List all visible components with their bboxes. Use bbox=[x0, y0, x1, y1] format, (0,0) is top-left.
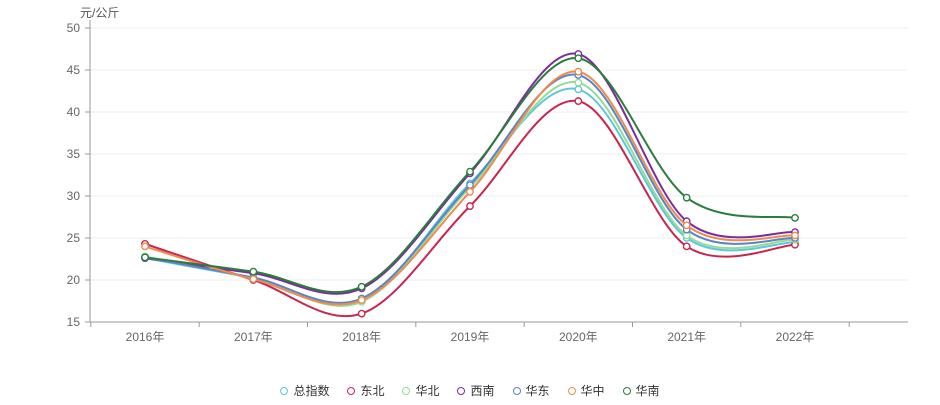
legend-item-5[interactable]: 华中 bbox=[567, 382, 605, 399]
x-tick-label: 2016年 bbox=[126, 330, 165, 344]
data-point[interactable] bbox=[574, 85, 583, 94]
legend-label: 华中 bbox=[580, 384, 605, 398]
legend-label: 华东 bbox=[525, 384, 550, 398]
legend-marker-icon bbox=[402, 386, 411, 395]
data-point[interactable] bbox=[574, 97, 583, 105]
legend-item-0[interactable]: 总指数 bbox=[280, 382, 329, 399]
legend-label: 东北 bbox=[360, 384, 385, 398]
legend-item-6[interactable]: 华南 bbox=[622, 382, 660, 399]
y-tick-label: 50 bbox=[67, 21, 81, 35]
data-point[interactable] bbox=[141, 242, 149, 251]
data-point[interactable] bbox=[466, 167, 474, 176]
data-point[interactable] bbox=[574, 67, 583, 76]
legend-marker-icon bbox=[622, 386, 631, 395]
data-point[interactable] bbox=[466, 181, 474, 189]
data-point[interactable] bbox=[682, 242, 691, 251]
data-point[interactable] bbox=[141, 253, 149, 262]
data-point[interactable] bbox=[791, 213, 799, 222]
y-tick-label: 15 bbox=[67, 315, 81, 329]
y-tick-label: 45 bbox=[67, 63, 81, 77]
legend-label: 华北 bbox=[415, 384, 440, 398]
legend-item-2[interactable]: 华北 bbox=[402, 382, 439, 399]
y-tick-label: 20 bbox=[67, 273, 81, 287]
chart-canvas: 15 20 25 30 35 40 45 50 2016年 2017年 2018年 2019年 2020… bbox=[67, 20, 908, 344]
legend-item-1[interactable]: 东北 bbox=[347, 382, 384, 399]
data-point[interactable] bbox=[357, 296, 366, 305]
legend-label: 西南 bbox=[470, 384, 495, 398]
series-line-5 bbox=[144, 70, 796, 306]
y-tick-label: 25 bbox=[67, 231, 81, 245]
data-point[interactable] bbox=[682, 221, 691, 230]
legend-marker-icon bbox=[457, 386, 466, 395]
y-tick-label: 40 bbox=[67, 105, 81, 119]
legend-marker-icon bbox=[280, 386, 289, 395]
x-tick-label: 2018年 bbox=[342, 330, 381, 344]
legend-marker-icon bbox=[567, 386, 576, 395]
data-point[interactable] bbox=[249, 275, 258, 284]
legend-label: 华南 bbox=[635, 384, 660, 398]
data-point[interactable] bbox=[574, 78, 583, 87]
legend-marker-icon bbox=[347, 386, 356, 395]
data-point[interactable] bbox=[574, 54, 583, 63]
legend-item-4[interactable]: 华东 bbox=[512, 382, 550, 399]
data-point[interactable] bbox=[466, 202, 474, 210]
data-point[interactable] bbox=[249, 267, 258, 276]
y-axis-unit-label: 元/公斤 bbox=[80, 6, 120, 20]
x-tick-label: 2017年 bbox=[234, 330, 273, 344]
data-point[interactable] bbox=[357, 309, 366, 318]
series-line-6 bbox=[144, 57, 796, 294]
data-point[interactable] bbox=[357, 282, 366, 291]
legend-label: 总指数 bbox=[293, 384, 330, 398]
legend-marker-icon bbox=[512, 386, 521, 395]
y-tick-label: 30 bbox=[67, 189, 81, 203]
x-tick-label: 2022年 bbox=[776, 330, 815, 344]
data-point[interactable] bbox=[791, 231, 799, 240]
y-tick-label: 35 bbox=[67, 147, 81, 161]
data-point[interactable] bbox=[466, 187, 474, 196]
legend-item-3[interactable]: 西南 bbox=[457, 382, 495, 399]
x-tick-label: 2020年 bbox=[559, 330, 598, 344]
x-tick-label: 2019年 bbox=[451, 330, 490, 344]
series-line-0 bbox=[144, 87, 796, 307]
data-point[interactable] bbox=[682, 193, 691, 202]
chart-legend: 总指数 东北 华北 西南 华东 华中 华南 bbox=[0, 382, 940, 399]
x-tick-label: 2021年 bbox=[667, 330, 706, 344]
